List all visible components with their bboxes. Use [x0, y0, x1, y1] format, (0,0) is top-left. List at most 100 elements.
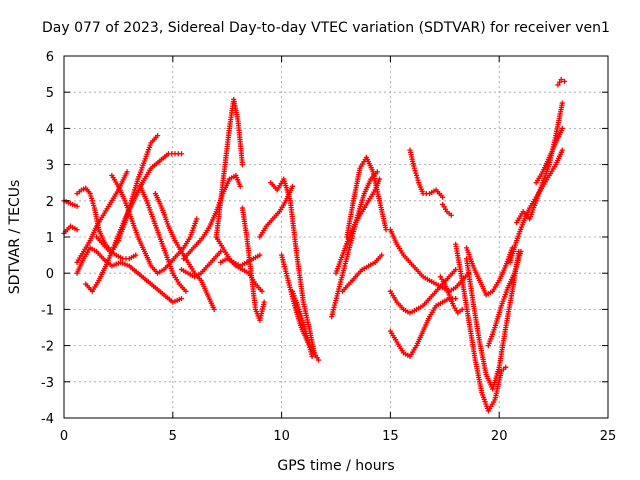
- series-arc-33: [463, 245, 515, 298]
- data-point-fill: [414, 175, 420, 181]
- data-point: [309, 353, 315, 360]
- data-point: [559, 125, 565, 131]
- y-tick-label: -4: [41, 412, 54, 427]
- series-arc-29: [440, 201, 454, 218]
- series-arc-27: [387, 295, 459, 360]
- series-arc-38: [555, 76, 568, 88]
- x-tick-label: 25: [600, 429, 617, 444]
- series-arc-06: [83, 151, 185, 294]
- series-arc-18: [268, 176, 317, 356]
- y-axis-label: SDTVAR / TECUs: [7, 180, 23, 295]
- data-point: [379, 252, 385, 258]
- data-point-fill: [91, 203, 97, 209]
- series-arc-23: [339, 252, 385, 294]
- data-point: [194, 216, 200, 222]
- data-point: [289, 183, 296, 189]
- data-point: [74, 203, 80, 209]
- series-arc-31: [453, 241, 509, 414]
- data-point: [374, 169, 380, 175]
- data-point-fill: [89, 198, 95, 204]
- data-point: [411, 165, 417, 171]
- y-tick-label: 0: [46, 267, 54, 282]
- x-tick-label: 0: [60, 429, 68, 444]
- series-arc-09: [137, 183, 189, 294]
- x-tick-label: 5: [169, 429, 177, 444]
- axis-ticks: 0 5 10 15 20 25 -4 -3 -2 -1 0 1 2 3 4 5 6: [41, 50, 616, 444]
- series-arc-13: [213, 96, 246, 240]
- data-point: [503, 364, 509, 370]
- y-tick-label: 2: [46, 195, 54, 210]
- data-point: [518, 248, 524, 255]
- data-point-fill: [413, 172, 420, 179]
- data-point: [559, 100, 565, 106]
- series-arc-26: [387, 266, 459, 316]
- data-point: [257, 252, 263, 258]
- series-arc-02: [61, 198, 80, 209]
- series-arc-07: [94, 234, 139, 262]
- data-point: [561, 78, 568, 84]
- data-point: [154, 133, 161, 139]
- data-point: [133, 252, 139, 258]
- chart-title: Day 077 of 2023, Sidereal Day-to-day VTE…: [42, 20, 610, 36]
- grid: [64, 56, 608, 418]
- data-point-fill: [88, 193, 94, 199]
- data-point: [448, 212, 454, 218]
- data-point: [237, 183, 243, 189]
- series-arc-24: [344, 154, 389, 240]
- x-axis-label: GPS time / hours: [277, 458, 394, 474]
- y-tick-label: 3: [46, 159, 54, 174]
- series-arc-16: [239, 205, 267, 323]
- series-arc-35: [507, 147, 565, 265]
- series-arc-28: [407, 147, 446, 200]
- y-tick-label: -1: [41, 303, 54, 318]
- series-arc-04: [74, 245, 185, 305]
- data-point-fill: [415, 177, 421, 183]
- series-arc-36: [514, 100, 565, 226]
- data-point: [259, 288, 265, 294]
- y-tick-label: 1: [46, 231, 54, 246]
- data-point: [453, 295, 459, 302]
- data-point: [239, 162, 246, 168]
- series-arc-12: [181, 172, 243, 262]
- data-point: [555, 82, 561, 88]
- data-point: [87, 190, 93, 197]
- data-point-fill: [556, 79, 563, 85]
- x-tick-label: 10: [273, 429, 290, 444]
- series-arc-20: [289, 288, 315, 360]
- series-arc-37: [533, 125, 565, 186]
- data-point: [178, 151, 185, 157]
- data-point: [183, 288, 189, 294]
- data-point: [211, 306, 217, 312]
- data-point: [376, 176, 383, 182]
- data-point: [178, 295, 185, 302]
- series-arc-30: [437, 274, 465, 316]
- data-point: [383, 227, 389, 233]
- data-point: [459, 306, 465, 312]
- series-arc-34: [485, 248, 524, 349]
- data-point: [558, 76, 564, 83]
- x-tick-label: 15: [382, 429, 399, 444]
- y-tick-label: 4: [46, 122, 54, 137]
- series-arc-11: [178, 248, 224, 280]
- data-point: [218, 248, 224, 255]
- data-point: [440, 194, 446, 200]
- data-point-fill: [412, 168, 418, 174]
- data-point: [261, 299, 267, 305]
- data-point: [74, 227, 80, 233]
- y-tick-label: 6: [46, 50, 54, 65]
- y-tick-label: 5: [46, 86, 54, 101]
- y-tick-label: -3: [41, 376, 54, 391]
- data-point-fill: [88, 195, 95, 201]
- data-point: [453, 266, 459, 273]
- x-tick-label: 20: [491, 429, 508, 444]
- series-arc-08: [109, 172, 200, 276]
- series-arc-05: [74, 169, 130, 265]
- data-point: [559, 147, 565, 153]
- data-point: [315, 357, 322, 363]
- series-arc-15: [218, 252, 263, 269]
- data-point-fill: [413, 170, 419, 176]
- y-tick-label: -2: [41, 340, 54, 355]
- data-point: [124, 169, 130, 175]
